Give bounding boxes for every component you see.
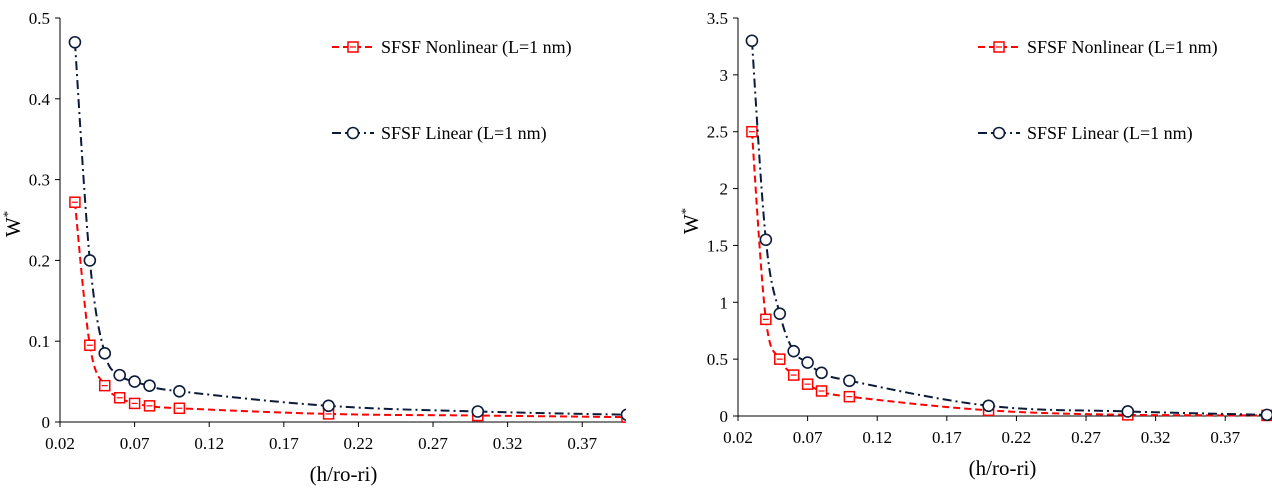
data-point-circle <box>128 375 141 388</box>
x-tick-label: 0.17 <box>269 434 299 453</box>
x-tick-label: 0.22 <box>344 434 374 453</box>
y-tick-label: 0 <box>42 413 51 432</box>
y-tick-label: 0.5 <box>29 9 50 28</box>
legend-marker <box>346 126 360 140</box>
y-axis-title-superscript: * <box>678 208 693 215</box>
y-tick-label: 0.2 <box>29 251 50 270</box>
series-line <box>73 202 626 419</box>
y-axis-title: W* <box>0 211 25 237</box>
series-line <box>73 42 626 416</box>
y-axis-title-main: W <box>1 217 25 237</box>
chart-right: 0 0.5 1 1.5 2 2.5 3 3.5 0.02 0.07 0.12 0.17 0.22 0.27… <box>678 9 1272 480</box>
x-tick-label: 0.02 <box>45 434 75 453</box>
y-tick-label: 2.5 <box>707 123 728 142</box>
data-point-circle <box>843 374 856 388</box>
series-line <box>750 131 1268 417</box>
x-axis-title: (h/ro-ri) <box>969 456 1037 480</box>
legend-marker <box>992 126 1006 140</box>
series-nonlinear: SFSF Nonlinear (L=1 nm) <box>746 37 1272 422</box>
x-tick-label: 0.02 <box>723 428 753 447</box>
x-axis-title: (h/ro-ri) <box>310 462 378 486</box>
y-tick-label: 0 <box>720 407 729 426</box>
y-tick-label: 1.5 <box>707 236 728 255</box>
data-point-circle <box>68 35 82 49</box>
y-tick-label: 0.3 <box>29 171 50 190</box>
y-tick-label: 3.5 <box>707 9 728 28</box>
x-tick-label: 0.17 <box>932 428 962 447</box>
data-point-circle <box>745 34 759 48</box>
y-axis-title: W* <box>678 208 703 234</box>
legend-label: SFSF Linear (L=1 nm) <box>1027 123 1193 144</box>
x-tick-label: 0.37 <box>567 434 597 453</box>
y-tick-label: 1 <box>720 293 729 312</box>
y-axis-title-superscript: * <box>0 211 15 218</box>
data-point-circle <box>173 384 186 398</box>
y-tick-label: 0.1 <box>29 332 50 351</box>
legend-label: SFSF Linear (L=1 nm) <box>381 123 547 144</box>
data-point-circle <box>113 368 126 382</box>
series-nonlinear: SFSF Nonlinear (L=1 nm) <box>69 37 626 423</box>
legend-label: SFSF Nonlinear (L=1 nm) <box>1027 37 1218 58</box>
x-tick-label: 0.27 <box>1071 428 1101 447</box>
data-point-circle <box>98 347 112 360</box>
legend-label: SFSF Nonlinear (L=1 nm) <box>381 37 572 58</box>
data-point-circle <box>787 344 800 358</box>
x-tick-label: 0.12 <box>194 434 224 453</box>
x-tick-label: 0.12 <box>862 428 892 447</box>
data-point-circle <box>143 379 156 392</box>
series-linear: SFSF Linear (L=1 nm) <box>745 34 1272 422</box>
data-point-circle <box>815 366 828 380</box>
data-point-circle <box>322 399 335 413</box>
data-point-circle <box>1121 405 1135 418</box>
y-tick-label: 2 <box>720 180 729 199</box>
data-point-circle <box>471 405 485 418</box>
data-point-circle <box>759 233 773 247</box>
x-tick-label: 0.37 <box>1210 428 1240 447</box>
data-point-circle <box>1260 408 1272 422</box>
x-tick-label: 0.32 <box>1141 428 1171 447</box>
x-tick-label: 0.27 <box>418 434 448 453</box>
y-tick-label: 0.4 <box>29 90 51 109</box>
x-tick-label: 0.07 <box>793 428 823 447</box>
y-axis-title-main: W <box>679 214 703 234</box>
data-point-circle <box>83 254 97 267</box>
series-linear: SFSF Linear (L=1 nm) <box>68 35 626 421</box>
x-tick-label: 0.07 <box>120 434 150 453</box>
y-tick-label: 0.5 <box>707 350 728 369</box>
x-tick-label: 0.22 <box>1002 428 1032 447</box>
data-point-circle <box>620 408 626 421</box>
data-point-circle <box>801 356 814 369</box>
chart-left: 0 0.1 0.2 0.3 0.4 0.5 0.02 0.07 0.12 0.17 0.22 0.27… <box>0 9 626 486</box>
x-tick-label: 0.32 <box>493 434 523 453</box>
data-point-circle <box>982 399 995 413</box>
series-line <box>750 40 1268 416</box>
y-tick-label: 3 <box>720 66 729 85</box>
data-point-circle <box>773 307 787 320</box>
